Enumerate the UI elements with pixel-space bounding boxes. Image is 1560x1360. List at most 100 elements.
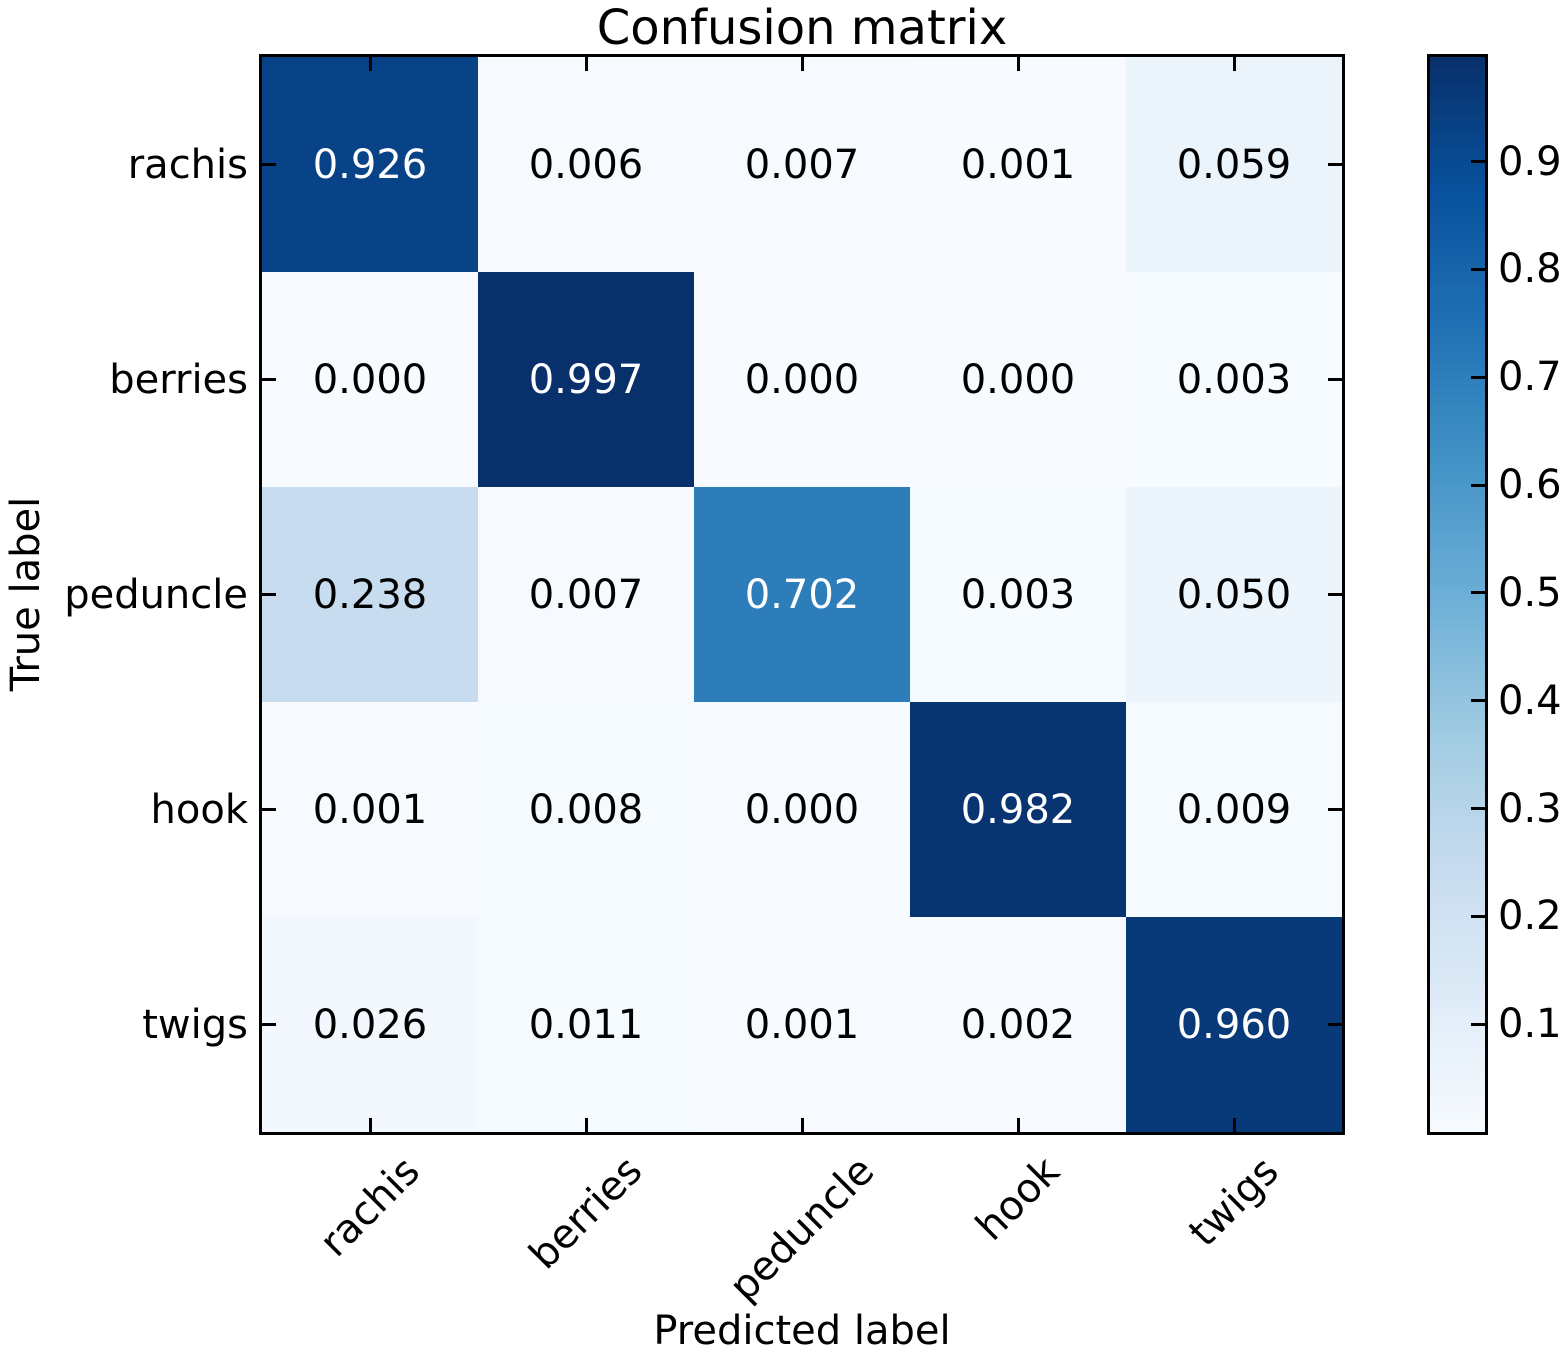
- cell-value: 0.001: [744, 1001, 860, 1048]
- matrix-cell: 0.006: [478, 57, 694, 272]
- colorbar-tick-label: 0.6: [1498, 462, 1560, 509]
- cell-value: 0.997: [528, 356, 644, 403]
- tick-mark: [262, 378, 276, 381]
- tick-mark: [262, 163, 276, 166]
- matrix-cell: 0.001: [262, 702, 478, 917]
- colorbar-tick-label: 0.8: [1498, 246, 1560, 293]
- cell-value: 0.050: [1176, 571, 1292, 618]
- x-tick-label: twigs: [1180, 1148, 1288, 1256]
- cell-value: 0.011: [528, 1001, 644, 1048]
- y-tick-label: rachis: [127, 141, 248, 188]
- x-tick-label: hook: [967, 1147, 1069, 1250]
- colorbar-tick-label: 0.9: [1498, 138, 1560, 185]
- colorbar-gradient: [1430, 57, 1485, 1132]
- y-axis-title: True label: [3, 496, 49, 692]
- matrix-cell: 0.926: [262, 57, 478, 272]
- tick-mark: [1232, 1118, 1236, 1132]
- tick-mark: [1016, 57, 1020, 71]
- colorbar-tick-mark: [1471, 914, 1485, 918]
- cell-value: 0.007: [528, 571, 644, 618]
- x-tick-label: peduncle: [720, 1148, 884, 1311]
- cell-value: 0.006: [528, 141, 644, 188]
- tick-mark: [368, 1118, 372, 1132]
- cell-value: 0.003: [960, 571, 1076, 618]
- tick-mark: [262, 1023, 276, 1026]
- x-tick-label: berries: [520, 1148, 652, 1279]
- colorbar-tick-label: 0.2: [1498, 893, 1560, 940]
- colorbar-tick-mark: [1471, 267, 1485, 271]
- matrix-cell: 0.001: [910, 57, 1126, 272]
- cell-value: 0.001: [312, 786, 428, 833]
- tick-mark: [262, 808, 276, 811]
- cell-value: 0.003: [1176, 356, 1292, 403]
- matrix-cell: 0.003: [1126, 272, 1342, 487]
- colorbar-tick-label: 0.1: [1498, 1001, 1560, 1048]
- colorbar-tick-mark: [1471, 807, 1485, 811]
- matrix-cell: 0.000: [910, 272, 1126, 487]
- y-tick-label: twigs: [142, 1001, 248, 1048]
- tick-mark: [1328, 163, 1342, 166]
- colorbar-tick-label: 0.3: [1498, 785, 1560, 832]
- tick-mark: [584, 1118, 588, 1132]
- tick-mark: [1232, 57, 1236, 71]
- cell-value: 0.926: [312, 141, 428, 188]
- cell-value: 0.026: [312, 1001, 428, 1048]
- colorbar-tick-mark: [1471, 375, 1485, 379]
- matrix-cell: 0.003: [910, 487, 1126, 702]
- matrix-cell: 0.050: [1126, 487, 1342, 702]
- cell-value: 0.059: [1176, 141, 1292, 188]
- colorbar-tick-label: 0.5: [1498, 569, 1560, 616]
- x-tick-label: rachis: [311, 1147, 429, 1266]
- tick-mark: [800, 57, 804, 71]
- cell-value: 0.009: [1176, 786, 1292, 833]
- matrix-cell: 0.007: [694, 57, 910, 272]
- matrix-cell: 0.960: [1126, 917, 1342, 1132]
- matrix-cell: 0.001: [694, 917, 910, 1132]
- heatmap-plot: 0.926 0.006 0.007 0.001 0.059 0.000 0.997 0.000…: [259, 54, 1345, 1135]
- matrix-cell: 0.011: [478, 917, 694, 1132]
- matrix-cell: 0.000: [694, 272, 910, 487]
- matrix-cell: 0.997: [478, 272, 694, 487]
- cell-value: 0.001: [960, 141, 1076, 188]
- y-tick-label: peduncle: [64, 571, 248, 618]
- matrix-cell: 0.059: [1126, 57, 1342, 272]
- cell-value: 0.960: [1176, 1001, 1292, 1048]
- matrix-cell: 0.000: [694, 702, 910, 917]
- tick-mark: [1016, 1118, 1020, 1132]
- tick-mark: [1328, 593, 1342, 596]
- matrix-cell: 0.238: [262, 487, 478, 702]
- colorbar-tick-mark: [1471, 483, 1485, 487]
- matrix-cell: 0.002: [910, 917, 1126, 1132]
- cell-value: 0.238: [312, 571, 428, 618]
- cell-value: 0.000: [744, 786, 860, 833]
- matrix-cell: 0.982: [910, 702, 1126, 917]
- cell-value: 0.000: [312, 356, 428, 403]
- colorbar-tick-mark: [1471, 591, 1485, 595]
- tick-mark: [1328, 1023, 1342, 1026]
- chart-title: Confusion matrix: [596, 0, 1008, 56]
- cell-value: 0.007: [744, 141, 860, 188]
- matrix-cell: 0.007: [478, 487, 694, 702]
- cell-value: 0.702: [744, 571, 860, 618]
- colorbar-tick-label: 0.7: [1498, 354, 1560, 401]
- tick-mark: [1328, 378, 1342, 381]
- cell-value: 0.002: [960, 1001, 1076, 1048]
- tick-mark: [800, 1118, 804, 1132]
- y-tick-label: hook: [150, 786, 248, 833]
- cell-value: 0.008: [528, 786, 644, 833]
- tick-mark: [262, 593, 276, 596]
- matrix-cell: 0.009: [1126, 702, 1342, 917]
- colorbar-tick-mark: [1471, 1022, 1485, 1026]
- cell-value: 0.982: [960, 786, 1076, 833]
- cell-value: 0.000: [960, 356, 1076, 403]
- matrix-cell: 0.026: [262, 917, 478, 1132]
- colorbar-tick-mark: [1471, 160, 1485, 164]
- y-tick-label: berries: [109, 356, 248, 403]
- x-axis-title: Predicted label: [653, 1308, 951, 1354]
- colorbar: [1427, 54, 1488, 1135]
- tick-mark: [584, 57, 588, 71]
- colorbar-tick-mark: [1471, 699, 1485, 703]
- tick-mark: [1328, 808, 1342, 811]
- matrix-cell: 0.702: [694, 487, 910, 702]
